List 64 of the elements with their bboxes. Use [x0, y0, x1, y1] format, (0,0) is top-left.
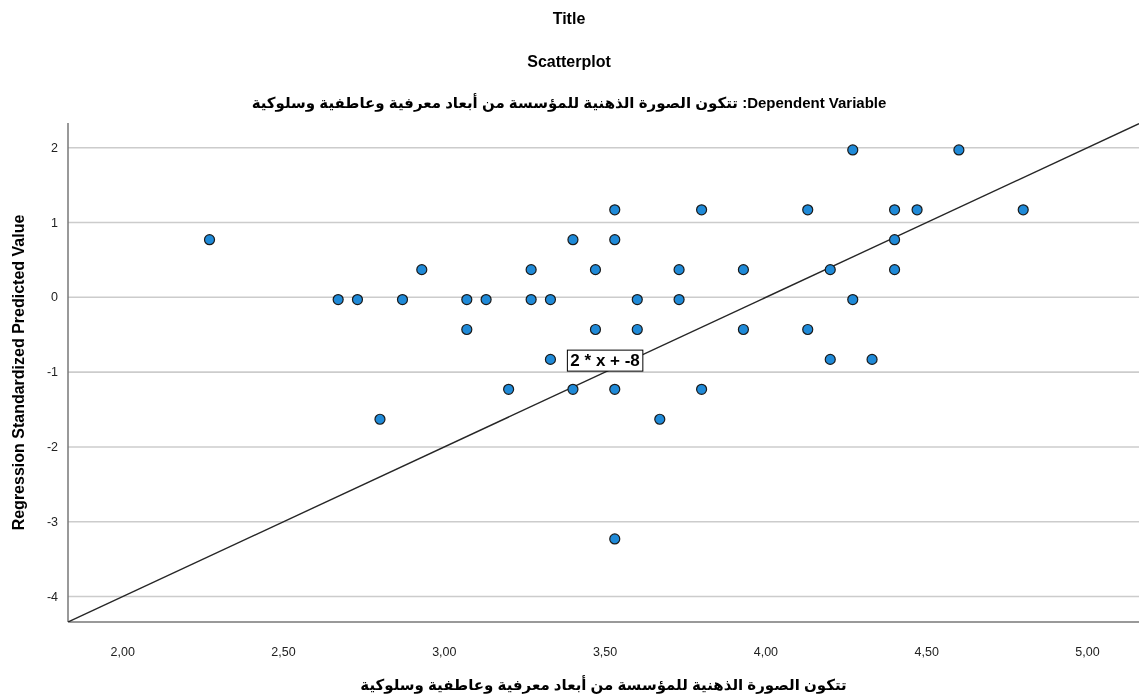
point: [544, 353, 557, 366]
point: [332, 293, 344, 306]
y-tick-label: -4: [46, 589, 59, 604]
point: [737, 323, 750, 336]
point: [631, 293, 643, 306]
text: Dependent Variable: تتكون الصورة الذهنية للمؤسسة من أبعاد معرفية وعاطفية وسلوكية: [251, 93, 887, 112]
point: [847, 293, 859, 306]
y-tick-label: -3: [46, 514, 59, 529]
point: [567, 234, 579, 246]
chart-title: Title: [552, 10, 586, 27]
point: [888, 204, 901, 216]
point: [737, 264, 750, 276]
point: [1017, 204, 1029, 216]
point: [654, 413, 666, 425]
x-tick-label: 5,00: [1075, 645, 1100, 659]
point: [866, 353, 878, 366]
point: [802, 204, 814, 216]
point: [673, 264, 685, 276]
point: [461, 293, 473, 306]
x-tick-label: 4,00: [753, 645, 779, 659]
point: [396, 293, 409, 306]
point: [589, 323, 602, 336]
point: [503, 383, 515, 395]
point: [609, 383, 621, 395]
annotation: 2 * x + -8: [570, 351, 640, 371]
y-axis-title: Regression Standardized Predicted Value: [10, 214, 27, 531]
point: [480, 293, 492, 306]
point: [888, 234, 901, 246]
point: [847, 144, 859, 156]
y-tick-label: -1: [46, 365, 59, 380]
point: [696, 383, 708, 395]
point: [374, 413, 386, 425]
point: [567, 383, 579, 395]
x-tick-label: 4,50: [914, 645, 939, 659]
x-tick-label: 2,50: [271, 645, 296, 659]
point: [696, 204, 708, 216]
point: [824, 264, 836, 276]
x-tick-label: 3,00: [432, 645, 457, 659]
x-axis-title: تتكون الصورة الذهنية للمؤسسة من أبعاد معرفية وعاطفية وسلوكية: [360, 675, 847, 694]
point: [609, 234, 621, 246]
point: [631, 323, 643, 336]
point: [416, 264, 428, 276]
point: [351, 293, 364, 306]
chart-subtitle: Scatterplot: [527, 53, 612, 70]
point: [824, 353, 836, 366]
x-tick-label: 3,50: [592, 645, 618, 659]
point: [911, 204, 923, 216]
y-tick-label: 1: [51, 215, 59, 230]
y-tick-label: -2: [46, 439, 59, 454]
point: [203, 234, 216, 246]
point: [802, 323, 814, 336]
point: [525, 264, 537, 276]
point: [673, 293, 685, 306]
point: [525, 293, 537, 306]
y-tick-label: 2: [51, 140, 59, 155]
point: [461, 323, 473, 336]
point: [609, 533, 621, 545]
x-tick-label: 2,00: [110, 645, 135, 659]
point: [888, 264, 901, 276]
point: [609, 204, 621, 216]
point: [953, 144, 965, 156]
point: [589, 264, 602, 276]
point: [544, 293, 557, 306]
y-tick-label: 0: [51, 290, 59, 305]
